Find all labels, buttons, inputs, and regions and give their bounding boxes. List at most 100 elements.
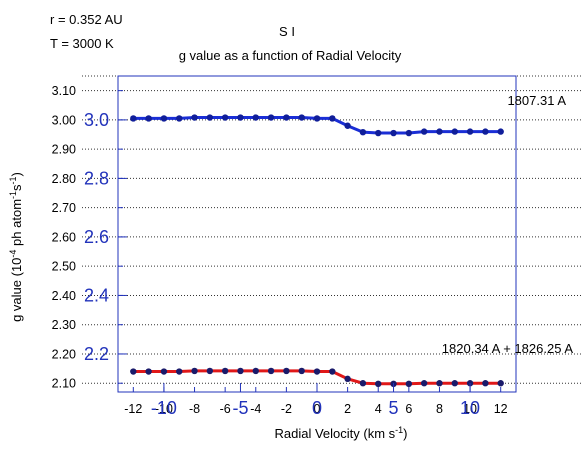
data-point: [130, 368, 137, 375]
data-point: [390, 129, 397, 137]
data-point: [451, 128, 458, 135]
x-tick-label: 8: [436, 402, 443, 416]
data-point: [344, 122, 351, 129]
x-tick-label: 6: [405, 402, 412, 416]
x-axis-label-sup: -1: [395, 425, 403, 435]
y-axis-label-mid2: s: [9, 184, 24, 191]
y-tick-label: 2.40: [52, 289, 76, 303]
data-point: [420, 128, 428, 135]
y-axis-label: g value (10-4 ph atom-1s-1): [8, 172, 24, 322]
temperature-label: T = 3000 K: [50, 36, 114, 51]
data-point: [283, 367, 290, 375]
y-tick-label: 2.10: [52, 377, 76, 391]
axis-ticks: 2.102.202.302.402.502.602.702.802.903.00…: [52, 84, 508, 416]
y-axis-label-sup2: -1: [8, 191, 18, 199]
x-tick-label: -6: [220, 402, 231, 416]
overlay-x-tick-label: 0: [312, 398, 322, 418]
y-tick-label: 2.60: [52, 230, 76, 244]
data-point: [344, 375, 351, 383]
data-point: [130, 115, 137, 122]
x-axis-label-end: ): [403, 426, 407, 441]
x-tick-label: 10: [463, 402, 477, 416]
data-point: [176, 115, 183, 122]
data-point: [329, 368, 336, 375]
data-point: [267, 114, 275, 121]
data-point: [298, 367, 305, 375]
data-point: [329, 115, 336, 122]
data-point: [176, 368, 183, 375]
overlay-y-tick-label: 2.2: [84, 344, 109, 364]
data-point: [191, 114, 198, 121]
x-tick-label: -12: [124, 402, 142, 416]
data-point: [252, 114, 259, 121]
data-point: [298, 114, 305, 121]
overlay-tick-labels: 2.2 2.4 2.6 2.8 3.0 -10 -5 0 5 10: [84, 110, 480, 418]
x-tick-label: -8: [189, 402, 200, 416]
overlay-y-tick-label: 2.6: [84, 227, 109, 247]
grid-lines: [82, 75, 582, 384]
y-axis-label-mid: ph atom: [9, 199, 24, 250]
data-point: [191, 367, 198, 375]
data-point: [267, 367, 275, 375]
data-point: [405, 129, 413, 137]
overlay-y-tick-label: 3.0: [84, 110, 109, 130]
data-point: [206, 114, 214, 121]
series-label-1820-1826: 1820.34 A + 1826.25 A: [442, 341, 574, 356]
data-point: [451, 380, 458, 387]
data-point: [160, 368, 168, 375]
y-axis-label-sup3: -1: [8, 176, 18, 184]
x-tick-label: -4: [250, 402, 261, 416]
data-point: [221, 367, 229, 375]
overlay-x-tick-label: 10: [460, 398, 480, 418]
series-0: [130, 114, 504, 137]
data-point: [221, 114, 229, 121]
y-tick-label: 3.00: [52, 113, 76, 127]
data-point: [359, 380, 367, 387]
x-tick-label: -10: [155, 402, 173, 416]
y-axis-label-sup1: -4: [8, 250, 18, 258]
data-point: [237, 367, 244, 375]
y-tick-label: 2.70: [52, 201, 76, 215]
data-point: [206, 367, 214, 375]
x-axis-label-main: Radial Velocity (km s: [274, 426, 395, 441]
data-point: [497, 380, 504, 387]
distance-label: r = 0.352 AU: [50, 12, 123, 27]
x-axis-label: Radial Velocity (km s-1): [274, 425, 407, 441]
data-point: [145, 368, 152, 375]
data-point: [160, 115, 168, 122]
data-point: [482, 380, 489, 387]
overlay-x-tick-label: 5: [389, 398, 399, 418]
data-point: [436, 128, 443, 135]
data-point: [466, 128, 474, 135]
overlay-x-tick-label: -10: [151, 398, 177, 418]
data-point: [359, 128, 367, 136]
y-axis-label-pre: g value (10: [9, 258, 24, 322]
x-tick-label: 2: [344, 402, 351, 416]
data-point: [283, 114, 290, 121]
x-tick-label: -2: [281, 402, 292, 416]
data-point: [252, 367, 259, 375]
y-axis-label-post: ): [9, 172, 24, 176]
data-point: [313, 368, 321, 375]
data-point: [405, 380, 413, 388]
y-tick-label: 2.80: [52, 172, 76, 186]
x-tick-label: 0: [314, 402, 321, 416]
data-point: [313, 115, 321, 122]
data-point: [482, 128, 489, 135]
data-point: [375, 129, 382, 137]
y-tick-label: 2.20: [52, 347, 76, 361]
overlay-y-tick-label: 2.4: [84, 285, 109, 305]
series-label-1807: 1807.31 A: [507, 93, 566, 108]
y-tick-label: 2.30: [52, 318, 76, 332]
data-point: [375, 380, 382, 388]
data-point: [420, 380, 428, 387]
x-tick-label: 12: [494, 402, 508, 416]
y-tick-label: 2.90: [52, 143, 76, 157]
overlay-x-tick-label: -5: [232, 398, 248, 418]
x-tick-label: 4: [375, 402, 382, 416]
species-label: S I: [279, 24, 295, 39]
chart-title: g value as a function of Radial Velocity: [179, 48, 402, 63]
y-tick-label: 3.10: [52, 84, 76, 98]
y-tick-label: 2.50: [52, 260, 76, 274]
